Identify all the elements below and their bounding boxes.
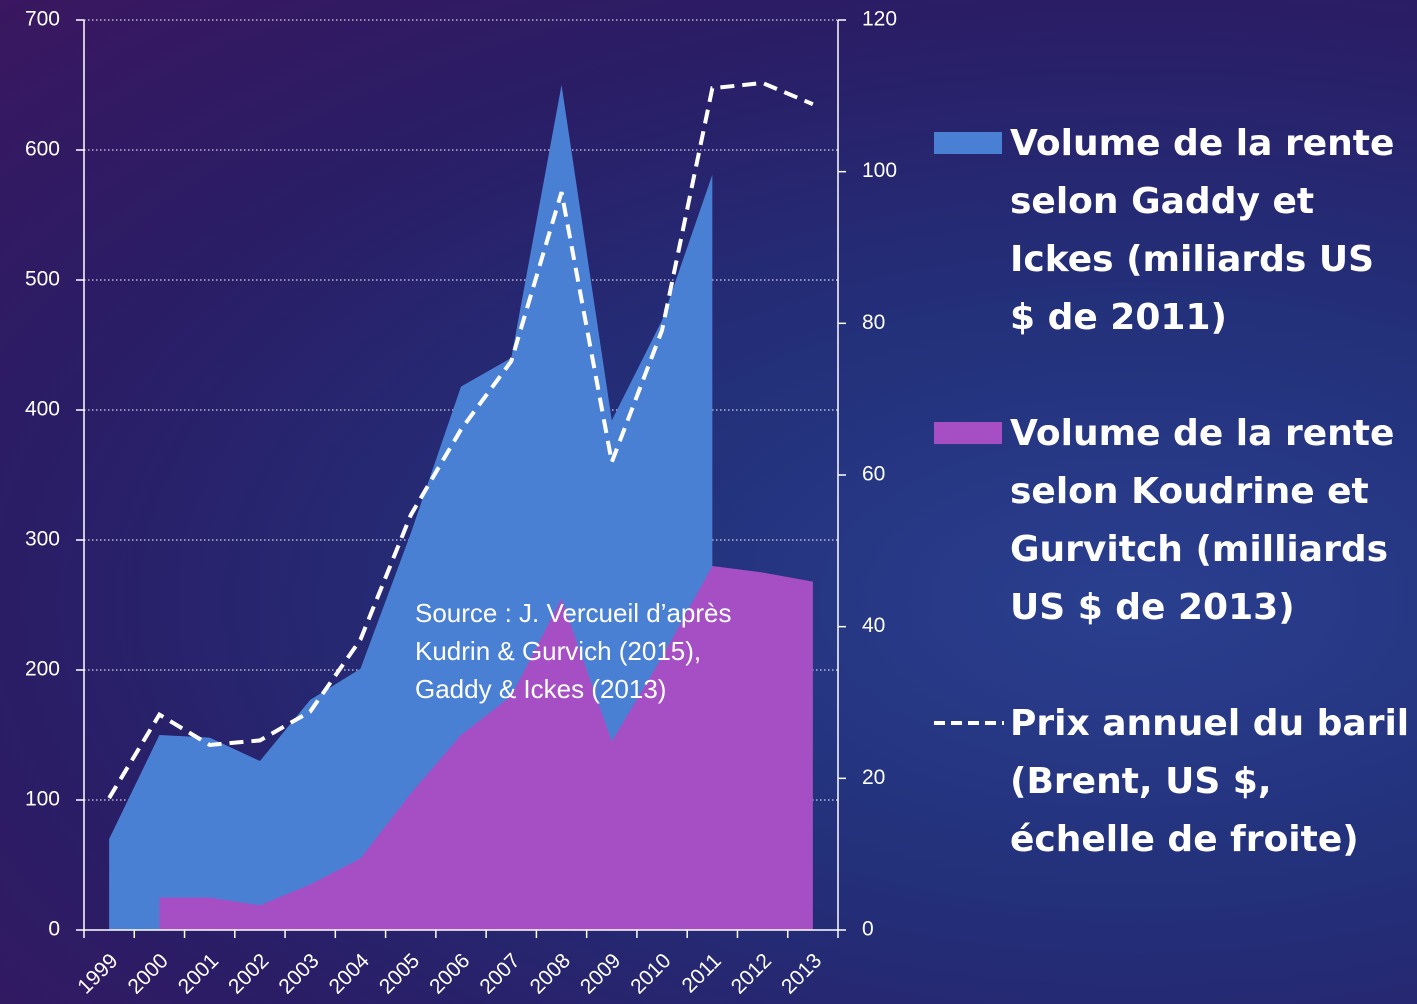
y-tick-label: 700 <box>25 8 60 31</box>
y2-tick-label: 120 <box>862 8 897 31</box>
y-tick-label: 0 <box>48 918 60 941</box>
x-tick-label: 2007 <box>475 949 524 998</box>
y-tick-label: 600 <box>25 138 60 161</box>
x-tick-label: 2003 <box>274 949 323 998</box>
y2-tick-label: 20 <box>862 766 885 789</box>
x-tick-label: 2008 <box>526 949 575 998</box>
legend-swatch <box>934 422 1002 444</box>
y-tick-label: 300 <box>25 528 60 551</box>
annotation: Gaddy & Ickes (2013) <box>415 674 666 704</box>
y-tick-label: 400 <box>25 398 60 421</box>
y-tick-label: 200 <box>25 658 60 681</box>
y2-tick-label: 80 <box>862 311 885 334</box>
x-tick-label: 1999 <box>73 949 122 998</box>
x-tick-label: 2005 <box>375 949 424 998</box>
x-tick-label: 2012 <box>727 949 776 998</box>
y-tick-label: 500 <box>25 268 60 291</box>
x-tick-label: 2000 <box>124 949 173 998</box>
x-tick-label: 2013 <box>777 949 826 998</box>
x-tick-label: 2010 <box>626 949 675 998</box>
legend-label: Volume de la rente selon Gaddy et Ickes … <box>1010 115 1410 347</box>
page: 0 100 200 300 400 500 600 700 0 20 40 60 80 100 120 199… <box>0 0 1417 1004</box>
legend-label: Volume de la rente selon Koudrine et Gur… <box>1010 405 1410 637</box>
y2-tick-label: 100 <box>862 159 897 182</box>
annotation: Kudrin & Gurvich (2015), <box>415 636 701 666</box>
x-tick-label: 2006 <box>425 949 474 998</box>
y2-tick-label: 40 <box>862 614 885 637</box>
x-tick-label: 2001 <box>174 949 223 998</box>
x-tick-label: 2004 <box>325 949 375 999</box>
annotation: Source : J. Vercueil d’après <box>415 598 732 628</box>
y2-tick-label: 60 <box>862 463 885 486</box>
y2-tick-label: 0 <box>862 918 874 941</box>
y-tick-label: 100 <box>25 788 60 811</box>
x-tick-label: 2009 <box>576 949 625 998</box>
x-tick-label: 2002 <box>224 949 273 998</box>
legend-label: Prix annuel du baril (Brent, US $, échel… <box>1010 695 1410 869</box>
x-tick-label: 2011 <box>678 949 726 997</box>
legend-swatch <box>934 132 1002 154</box>
